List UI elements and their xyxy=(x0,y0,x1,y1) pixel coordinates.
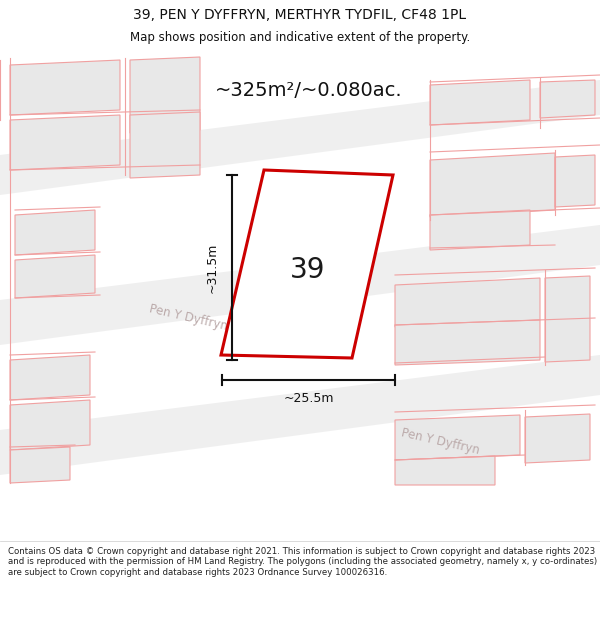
Polygon shape xyxy=(10,355,90,400)
Polygon shape xyxy=(555,155,595,207)
Text: 39, PEN Y DYFFRYN, MERTHYR TYDFIL, CF48 1PL: 39, PEN Y DYFFRYN, MERTHYR TYDFIL, CF48 … xyxy=(133,8,467,22)
Polygon shape xyxy=(0,80,600,195)
Text: 39: 39 xyxy=(290,256,326,284)
Polygon shape xyxy=(15,210,95,255)
Polygon shape xyxy=(221,170,393,358)
Polygon shape xyxy=(0,355,600,475)
Polygon shape xyxy=(130,57,200,133)
Polygon shape xyxy=(0,225,600,345)
Polygon shape xyxy=(395,456,495,485)
Polygon shape xyxy=(395,415,520,460)
Text: ~31.5m: ~31.5m xyxy=(205,242,218,292)
Text: Map shows position and indicative extent of the property.: Map shows position and indicative extent… xyxy=(130,31,470,44)
Polygon shape xyxy=(130,112,200,178)
Polygon shape xyxy=(10,400,90,450)
Text: ~325m²/~0.080ac.: ~325m²/~0.080ac. xyxy=(215,81,403,99)
Polygon shape xyxy=(395,320,540,365)
Text: Pen Y Dyffryn: Pen Y Dyffryn xyxy=(400,427,481,458)
Polygon shape xyxy=(15,255,95,298)
Polygon shape xyxy=(430,153,555,217)
Polygon shape xyxy=(545,276,590,362)
Text: Contains OS data © Crown copyright and database right 2021. This information is : Contains OS data © Crown copyright and d… xyxy=(8,547,597,577)
Polygon shape xyxy=(10,447,70,483)
Polygon shape xyxy=(10,115,120,170)
Polygon shape xyxy=(430,80,530,125)
Polygon shape xyxy=(430,210,530,250)
Polygon shape xyxy=(10,60,120,115)
Text: Pen Y Dyffryn: Pen Y Dyffryn xyxy=(148,302,229,333)
Polygon shape xyxy=(525,414,590,463)
Polygon shape xyxy=(395,278,540,327)
Text: ~25.5m: ~25.5m xyxy=(283,391,334,404)
Polygon shape xyxy=(540,80,595,118)
